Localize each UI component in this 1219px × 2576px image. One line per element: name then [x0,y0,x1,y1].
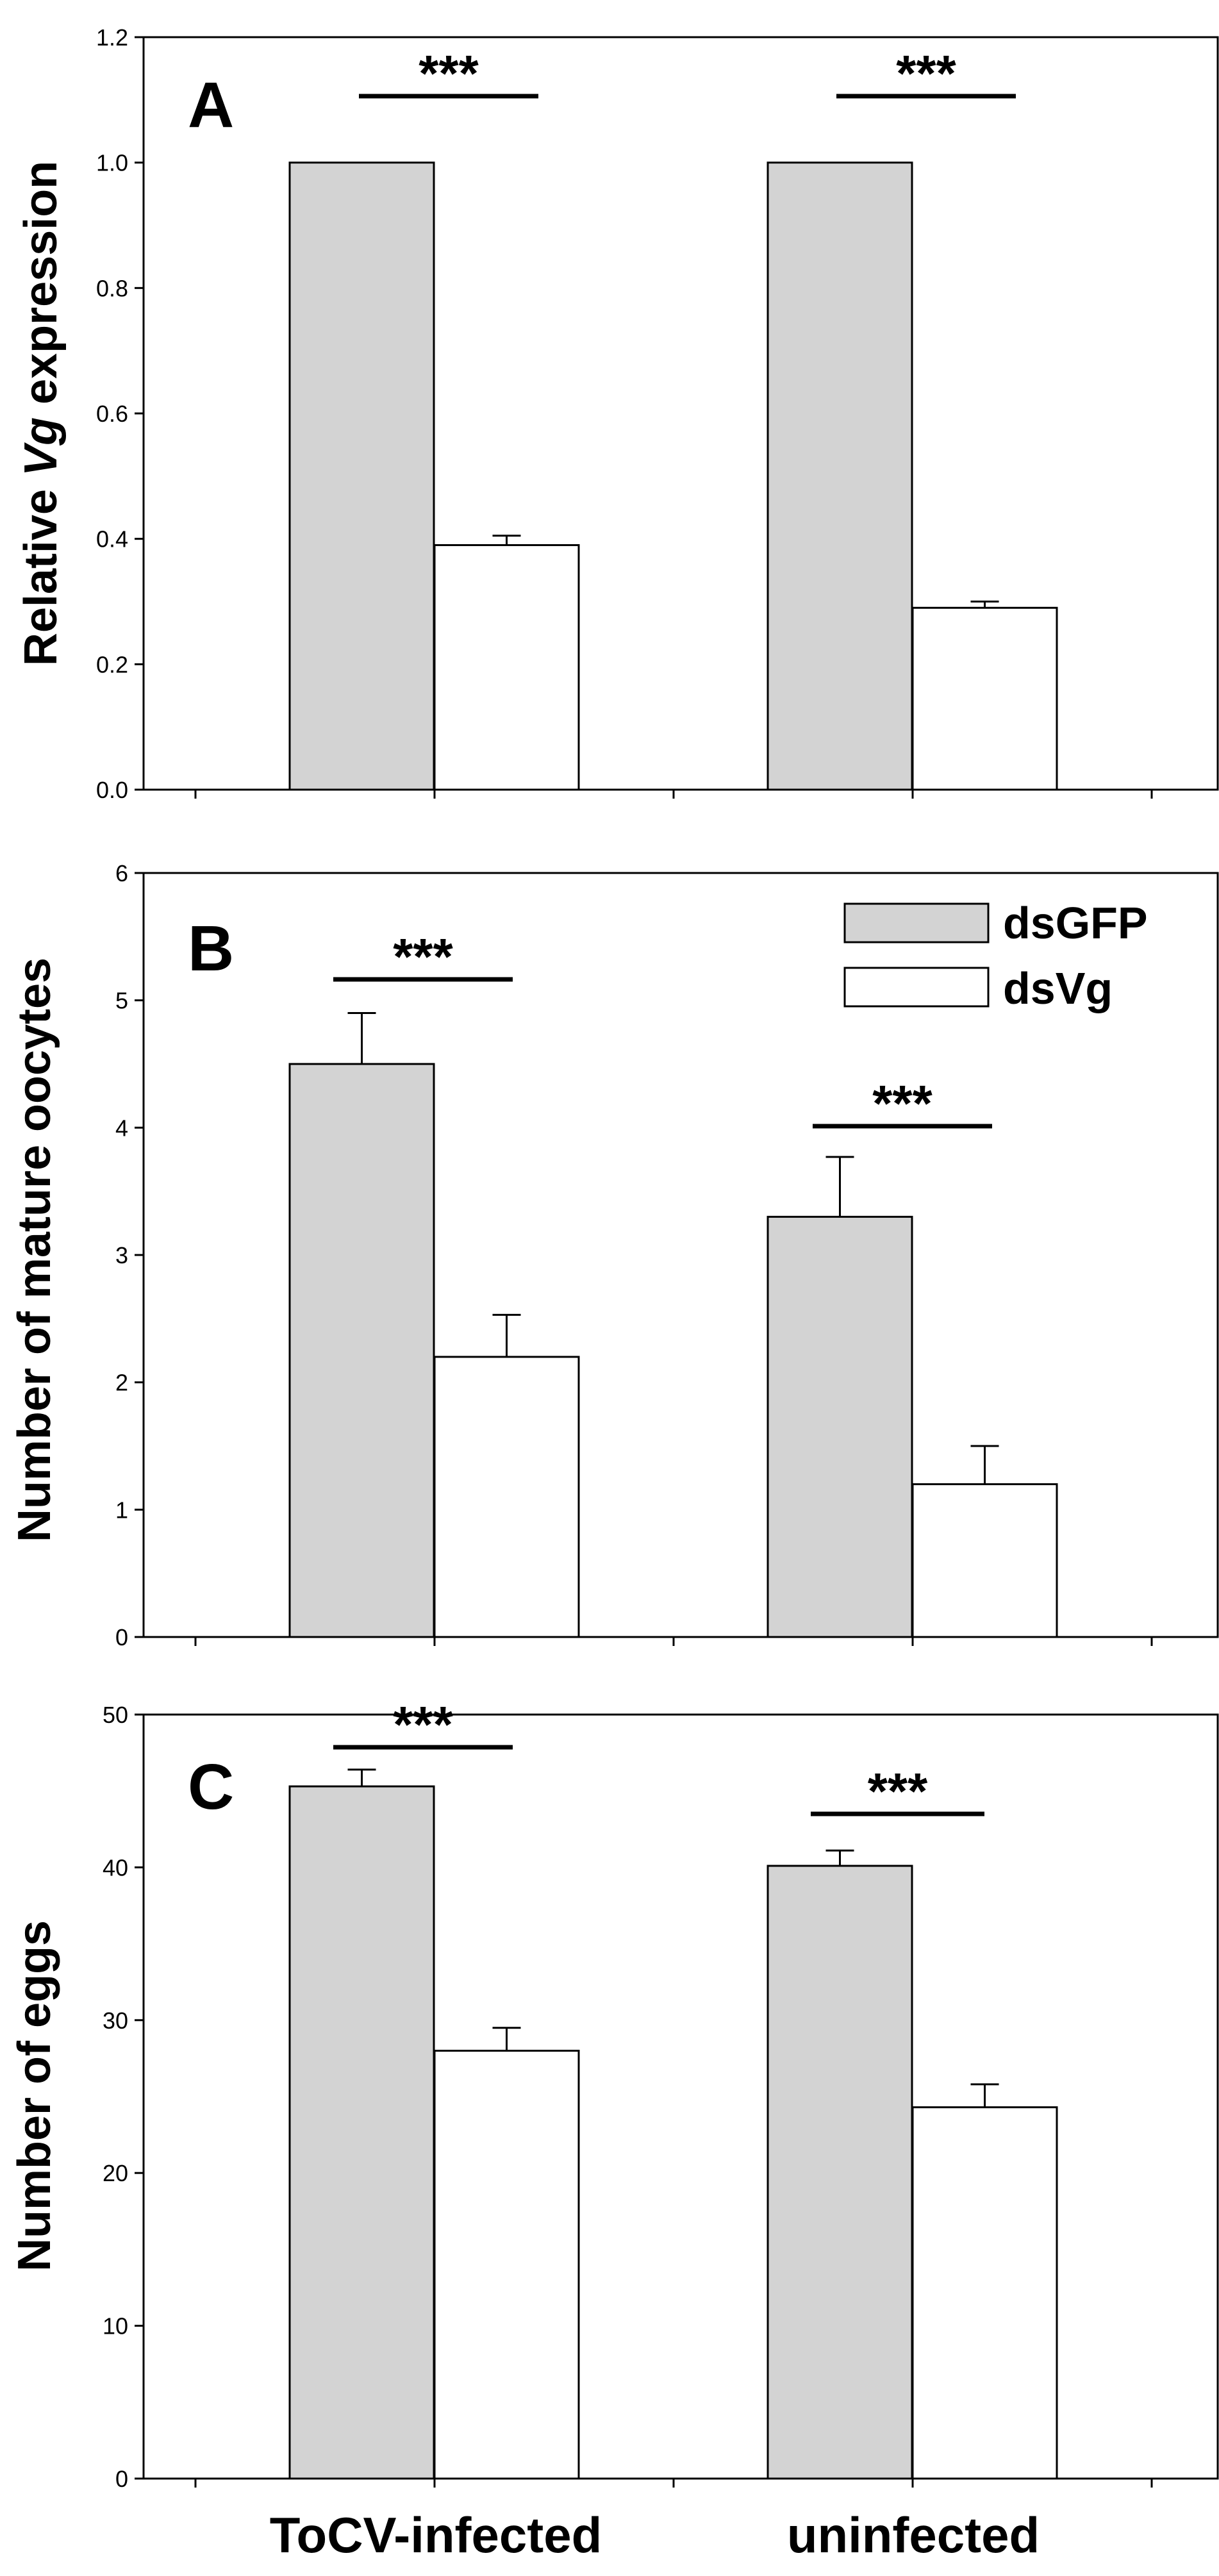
bar-dsvg [911,606,1058,791]
y-tick-label: 6 [115,860,128,886]
significance-label: *** [896,45,956,102]
bar-dsgfp [288,1063,435,1638]
y-axis-title: Number of eggs [9,1920,60,2272]
y-tick-label: 0 [115,2466,128,2492]
y-tick-label: 5 [115,988,128,1014]
plot-frame [142,1713,1219,2480]
bar-dsvg [433,1356,580,1638]
y-tick-label: 1.2 [96,24,128,51]
bar-dsgfp [767,1215,913,1638]
panel-letter: A [188,69,234,141]
y-tick-label: 20 [103,2160,128,2186]
y-tick-label: 10 [103,2313,128,2339]
y-axis-ticks: 0.0 0.2 0.4 0.6 0.8 1.0 1.2 [96,24,1153,803]
significance-label: *** [393,928,453,985]
panel-letter: C [188,1751,234,1823]
significance-label: *** [419,45,479,102]
y-tick-label: 0 [115,1624,128,1650]
bar-dsgfp [288,162,435,791]
y-axis-ticks: 0 10 20 30 40 50 [103,1702,1153,2492]
x-category-label: ToCV-infected [270,2507,602,2563]
bar-dsgfp [767,162,913,791]
significance-markers: *** *** [333,1696,984,1820]
bar-dsvg [911,2106,1058,2480]
y-tick-label: 0.0 [96,777,128,803]
y-axis-title: Relative Vg expression [15,161,67,666]
y-tick-label: 3 [115,1242,128,1268]
y-tick-label: 4 [115,1115,128,1141]
y-tick-label: 1.0 [96,150,128,176]
panel-a: A Relative Vg expression 0.0 0.2 0.4 0.6 0.8… [15,24,1219,803]
y-tick-label: 0.2 [96,651,128,677]
legend-swatch-dsgfp [843,902,990,943]
y-tick-label: 0.8 [96,275,128,301]
y-tick-label: 1 [115,1497,128,1523]
legend-label-dsgfp: dsGFP [1003,898,1148,948]
significance-label: *** [393,1696,453,1753]
significance-label: *** [872,1075,933,1132]
y-tick-label: 0.6 [96,401,128,427]
y-tick-label: 2 [115,1370,128,1396]
bars [288,1768,1058,2480]
significance-markers: *** *** [333,928,992,1132]
legend-label-dsvg: dsVg [1003,963,1113,1013]
y-tick-label: 30 [103,2007,128,2034]
bar-dsgfp [767,1865,913,2480]
bar-dsvg [911,1483,1058,1638]
significance-label: *** [868,1763,928,1820]
bar-dsvg [433,544,580,791]
panel-c: C Number of eggs 0 10 20 30 40 50 *** *** [9,1696,1219,2492]
bar-dsvg [433,2049,580,2480]
y-axis-title: Number of mature oocytes [9,958,60,1542]
legend: dsGFP dsVg [843,898,1148,1013]
x-category-label: uninfected [787,2507,1040,2563]
y-tick-label: 40 [103,1854,128,1881]
y-tick-label: 0.4 [96,526,128,553]
significance-markers: *** *** [359,45,1016,102]
bars [288,162,1058,791]
legend-swatch-dsvg [843,967,990,1008]
y-tick-label: 50 [103,1702,128,1728]
bar-dsgfp [288,1785,435,2480]
bars [288,1012,1058,1638]
panel-letter: B [188,913,234,985]
y-axis-ticks: 0 1 2 3 4 5 6 [115,860,1153,1650]
